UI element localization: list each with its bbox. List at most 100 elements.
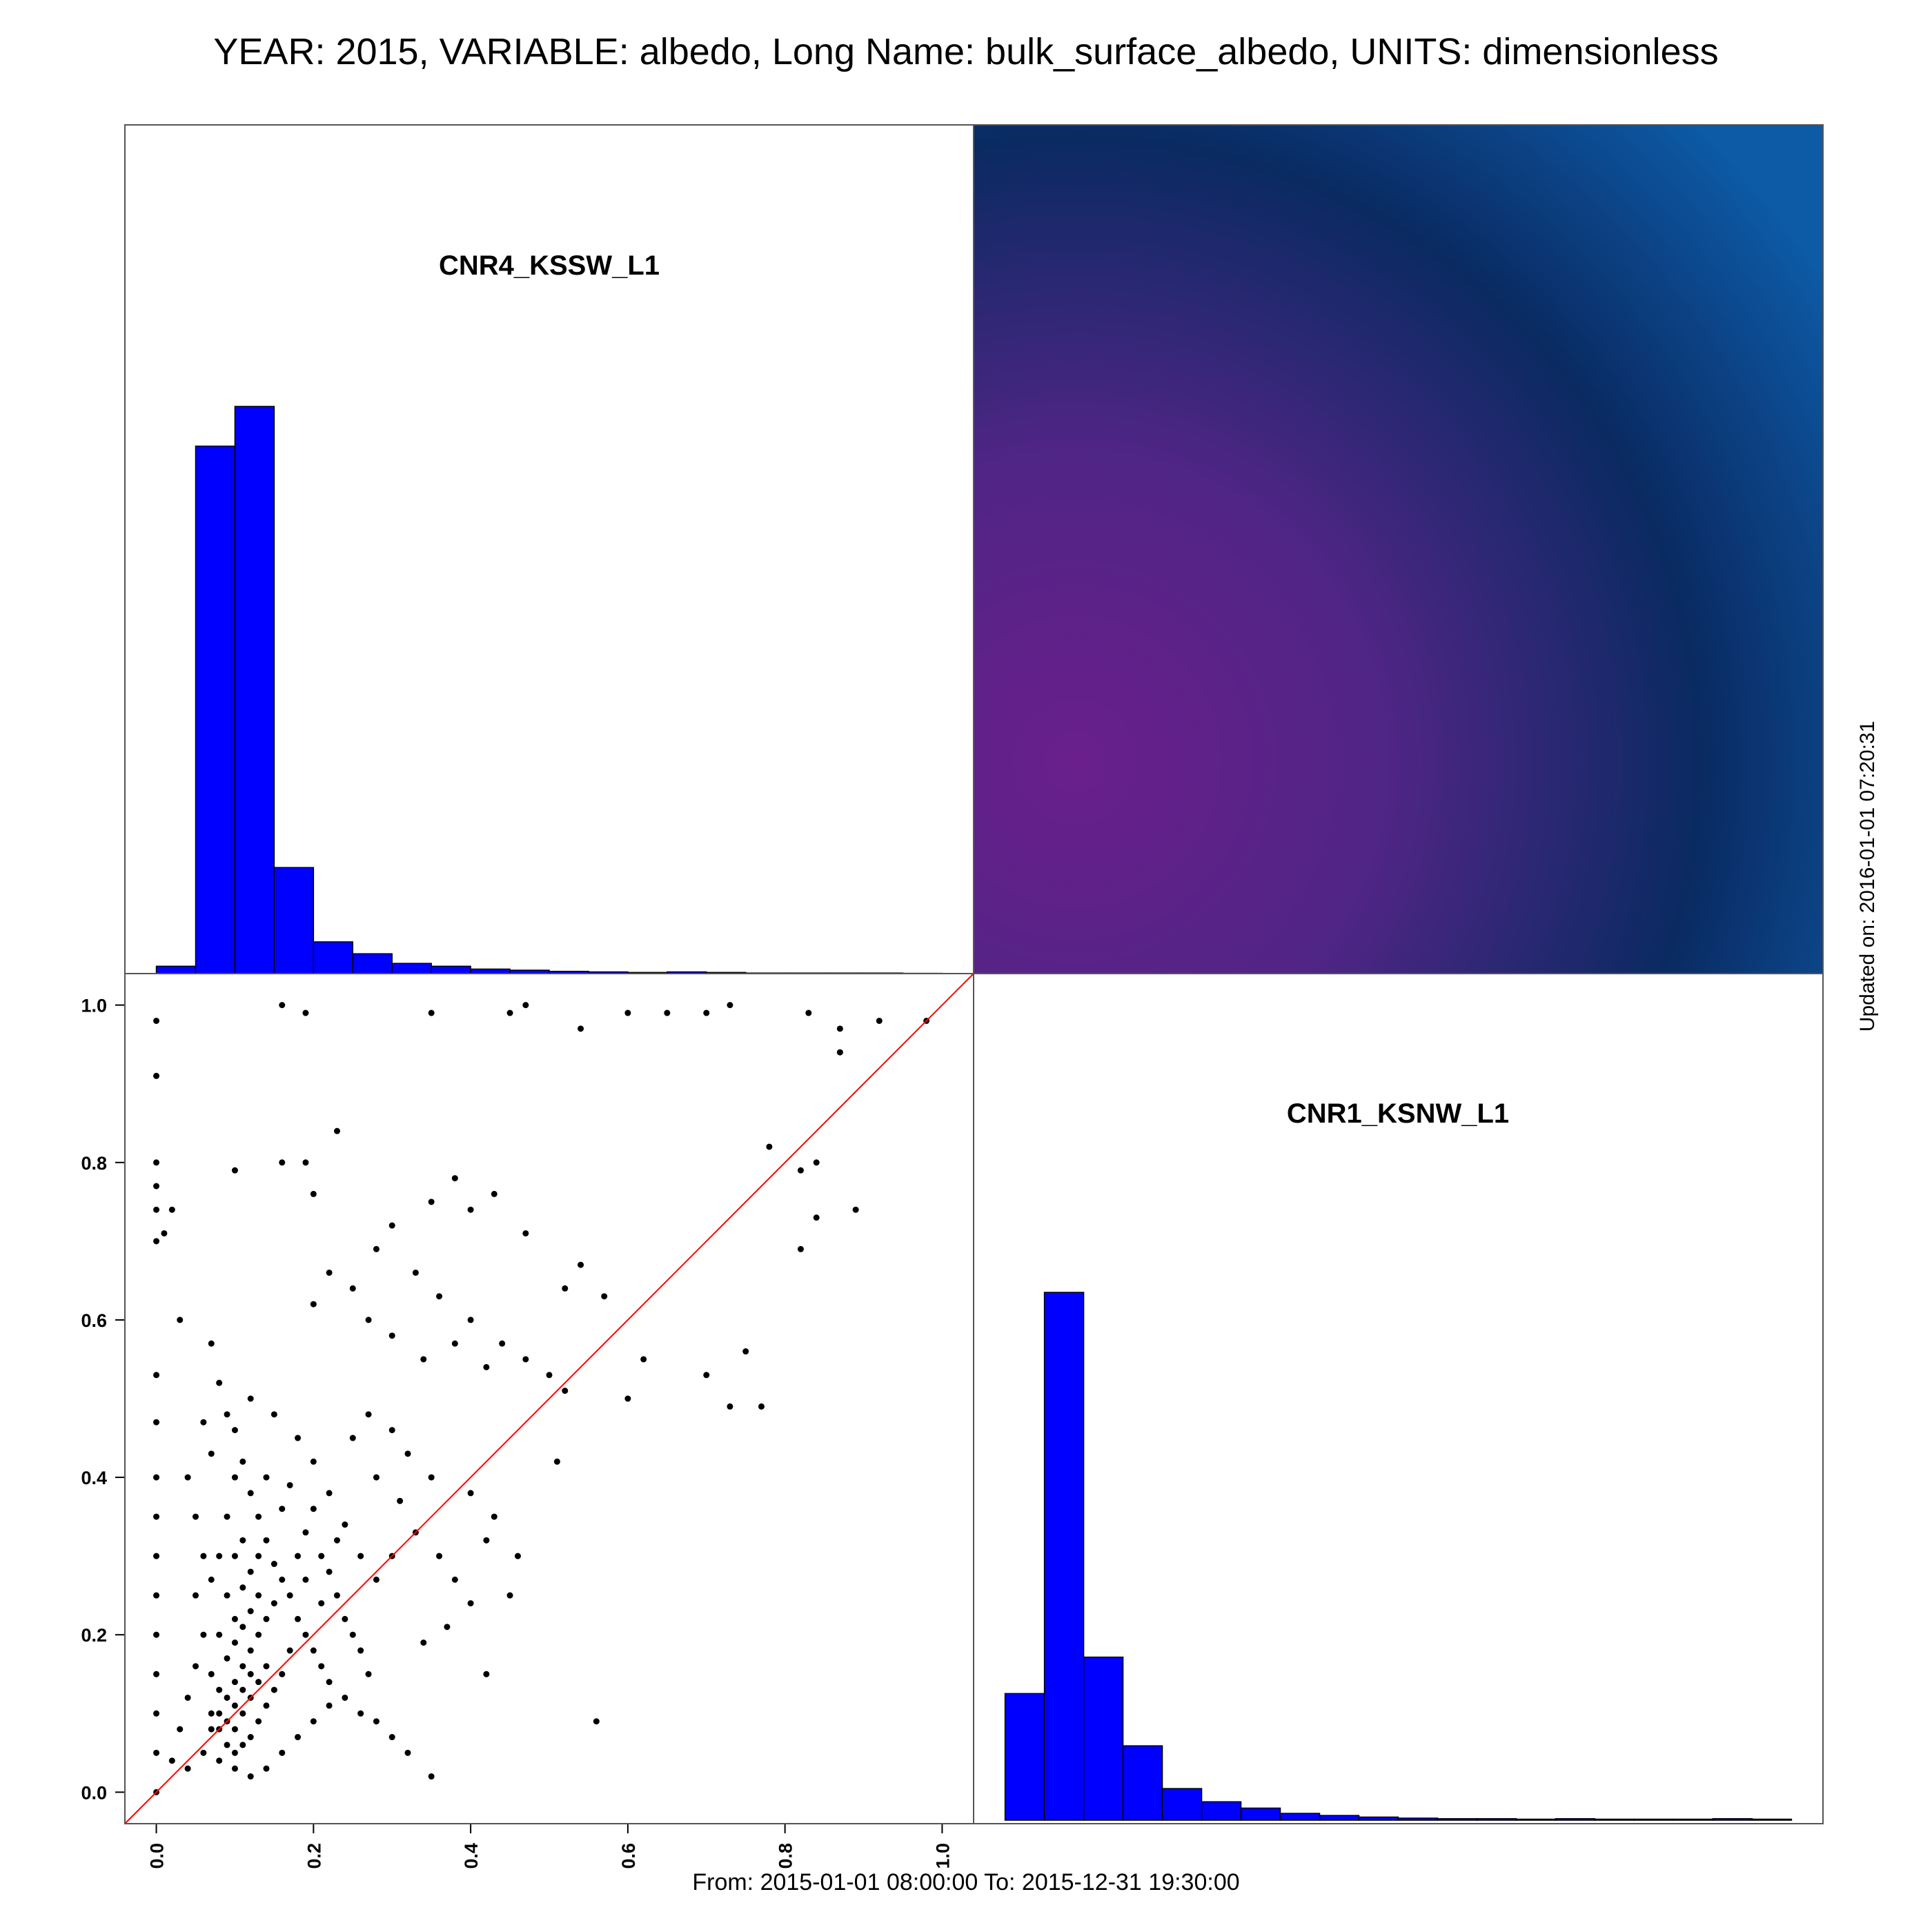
scatter-point bbox=[428, 1199, 435, 1205]
scatter-point bbox=[342, 1521, 348, 1528]
panel-frame bbox=[973, 973, 1824, 1824]
scatter-point bbox=[216, 1710, 223, 1717]
scatter-point bbox=[263, 1663, 270, 1670]
y-tick-label: 0.2 bbox=[81, 1625, 107, 1646]
scatter-point bbox=[388, 1427, 395, 1434]
scatter-point bbox=[200, 1749, 207, 1756]
scatter-point bbox=[279, 1576, 286, 1583]
scatter-point bbox=[295, 1552, 302, 1559]
histogram-bar bbox=[1083, 1656, 1124, 1821]
scatter-point bbox=[302, 1631, 309, 1638]
scatter-point bbox=[255, 1631, 262, 1638]
y-tick-label: 1.0 bbox=[81, 996, 107, 1016]
scatter-point bbox=[326, 1269, 333, 1276]
histogram-bar bbox=[431, 965, 471, 974]
scatter-point bbox=[286, 1481, 293, 1488]
x-tick-label: 1.0 bbox=[932, 1843, 953, 1869]
scatter-point bbox=[318, 1552, 325, 1559]
histogram-bar bbox=[1201, 1801, 1242, 1821]
scatter-point bbox=[279, 1159, 286, 1166]
scatter-point bbox=[373, 1245, 379, 1252]
scatter-point bbox=[310, 1190, 317, 1197]
scatter-point bbox=[224, 1411, 230, 1418]
scatter-point bbox=[208, 1710, 215, 1717]
scatter-point bbox=[247, 1490, 254, 1497]
histogram-bar bbox=[352, 953, 393, 974]
scatter-point bbox=[239, 1458, 246, 1465]
scatter-point bbox=[797, 1245, 804, 1252]
scatter-point bbox=[357, 1710, 364, 1717]
scatter-point bbox=[302, 1529, 309, 1536]
scatter-point bbox=[758, 1403, 765, 1410]
scatter-point bbox=[326, 1702, 333, 1709]
scatter-point bbox=[546, 1372, 553, 1379]
scatter-point bbox=[153, 1238, 160, 1245]
y-tick-label: 0.6 bbox=[81, 1310, 107, 1331]
scatter-point bbox=[153, 1017, 160, 1024]
scatter-point bbox=[263, 1537, 270, 1544]
scatter-point bbox=[404, 1749, 411, 1756]
scatter-point bbox=[231, 1474, 238, 1481]
scatter-point bbox=[216, 1757, 223, 1764]
scatter-point bbox=[836, 1025, 843, 1032]
scatter-point bbox=[279, 1749, 286, 1756]
x-tick-label: 0.6 bbox=[618, 1843, 639, 1869]
updated-timestamp: Updated on: 2016-01-01 07:20:31 bbox=[1856, 720, 1879, 1032]
scatter-point bbox=[200, 1552, 207, 1559]
scatter-point bbox=[153, 1474, 160, 1481]
scatter-point bbox=[193, 1592, 199, 1599]
y-tick-label: 0.0 bbox=[81, 1782, 107, 1803]
scatter-point bbox=[270, 1686, 277, 1693]
scatter-point bbox=[153, 1372, 160, 1379]
scatter-point bbox=[483, 1537, 490, 1544]
scatter-point bbox=[310, 1718, 317, 1725]
scatter-point bbox=[216, 1631, 223, 1638]
scatter-point bbox=[310, 1458, 317, 1465]
scatter-point bbox=[263, 1702, 270, 1709]
scatter-point bbox=[279, 1506, 286, 1512]
scatter-point bbox=[247, 1670, 254, 1677]
histogram-panel-cnr1 bbox=[1004, 1292, 1793, 1821]
scatter-point bbox=[231, 1427, 238, 1434]
scatter-point bbox=[247, 1608, 254, 1615]
scatter-point bbox=[153, 1072, 160, 1079]
scatter-point bbox=[239, 1742, 246, 1748]
scatter-point bbox=[420, 1639, 427, 1646]
scatter-point bbox=[231, 1167, 238, 1174]
panel-frames bbox=[124, 124, 1824, 1824]
scatter-point bbox=[208, 1670, 215, 1677]
scatter-point bbox=[247, 1773, 254, 1780]
scatter-point bbox=[224, 1742, 230, 1748]
scatter-point bbox=[224, 1592, 230, 1599]
scatter-point bbox=[153, 1631, 160, 1638]
scatter-point bbox=[184, 1765, 191, 1772]
variable-label-cnr4: CNR4_KSSW_L1 bbox=[439, 250, 660, 281]
scatter-point bbox=[295, 1435, 302, 1441]
scatter-point bbox=[153, 1552, 160, 1559]
date-range-footer: From: 2015-01-01 08:00:00 To: 2015-12-31… bbox=[692, 1869, 1240, 1895]
scatter-point bbox=[334, 1127, 340, 1134]
scatter-point bbox=[153, 1592, 160, 1599]
scatter-point bbox=[852, 1206, 859, 1213]
scatter-point bbox=[373, 1576, 379, 1583]
histogram-bar bbox=[1043, 1292, 1085, 1821]
histogram-bar bbox=[155, 965, 197, 974]
scatter-point bbox=[467, 1206, 474, 1213]
scatter-point bbox=[231, 1552, 238, 1559]
scatter-point bbox=[255, 1592, 262, 1599]
scatter-point bbox=[514, 1552, 521, 1559]
scatter-point bbox=[279, 1002, 286, 1009]
scatter-point bbox=[153, 1749, 160, 1756]
scatter-point bbox=[467, 1600, 474, 1607]
variable-label-cnr1: CNR1_KSNW_L1 bbox=[1287, 1098, 1509, 1129]
scatter-point bbox=[404, 1450, 411, 1457]
scatter-point bbox=[766, 1143, 773, 1150]
scatter-point bbox=[302, 1576, 309, 1583]
scatter-point bbox=[506, 1009, 513, 1016]
scatter-point bbox=[703, 1372, 710, 1379]
scatter-point bbox=[168, 1206, 175, 1213]
scatter-point bbox=[200, 1419, 207, 1426]
scatter-point bbox=[224, 1655, 230, 1662]
scatter-point bbox=[593, 1718, 600, 1725]
scatter-point bbox=[349, 1435, 356, 1441]
